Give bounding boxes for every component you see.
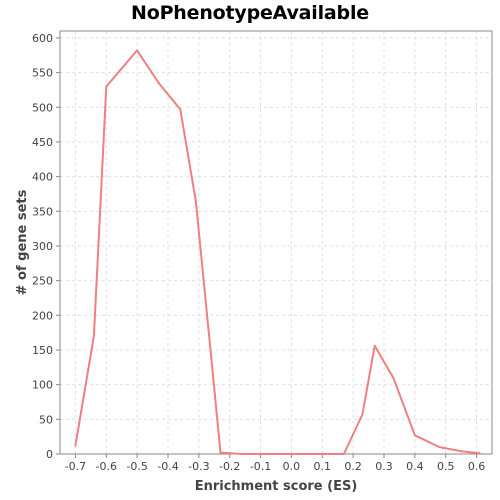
data-point: [342, 453, 345, 455]
data-point: [105, 85, 108, 88]
data-point: [219, 451, 222, 454]
data-point: [392, 376, 395, 379]
x-tick-label: 0.4: [406, 460, 424, 473]
x-tick-label: 0.5: [437, 460, 455, 473]
x-tick-label: 0.2: [344, 460, 362, 473]
chart-title: NoPhenotypeAvailable: [131, 2, 369, 24]
x-tick-label: -0.5: [126, 460, 147, 473]
y-tick-label: 350: [32, 205, 53, 218]
x-tick-label: 0.0: [283, 460, 301, 473]
y-tick-label: 400: [32, 171, 53, 184]
data-point: [136, 49, 139, 52]
data-point: [361, 413, 364, 416]
x-tick-label: -0.4: [157, 460, 178, 473]
grid-lines: [60, 31, 492, 455]
plot-area: [59, 30, 493, 455]
data-point: [241, 453, 244, 455]
y-tick-label: 600: [32, 32, 53, 45]
x-tick-label: -0.2: [219, 460, 240, 473]
data-point: [330, 453, 333, 455]
y-tick-label: 50: [39, 413, 53, 426]
x-tick-label: -0.7: [65, 460, 86, 473]
data-point: [413, 434, 416, 437]
data-point: [74, 444, 77, 447]
data-point: [157, 82, 160, 85]
data-point: [438, 446, 441, 449]
series-layer: [74, 49, 481, 455]
x-tick-label: 0.1: [314, 460, 332, 473]
x-tick-label: 0.3: [375, 460, 393, 473]
y-tick-label: 550: [32, 67, 53, 80]
y-tick-label: 150: [32, 344, 53, 357]
y-tick-label: 100: [32, 379, 53, 392]
data-point: [460, 450, 463, 453]
x-tick-label: -0.3: [188, 460, 209, 473]
y-tick-label: 200: [32, 309, 53, 322]
y-tick-label: 300: [32, 240, 53, 253]
x-tick-label: -0.1: [250, 460, 271, 473]
x-axis: -0.7 -0.6 -0.5 -0.4 -0.3 -0.2 -0.1 0.0 0.1 0.2 0.3…: [65, 454, 486, 473]
data-point: [373, 344, 376, 347]
data-point: [478, 452, 481, 455]
y-tick-label: 0: [46, 448, 53, 461]
y-tick-label: 450: [32, 136, 53, 149]
data-point: [250, 453, 253, 455]
y-axis: 0 50 100 150 200 250 300 350 400 450 500 550 600: [32, 32, 60, 461]
data-point: [194, 199, 197, 202]
x-tick-label: -0.6: [96, 460, 117, 473]
data-point: [210, 355, 213, 358]
data-point: [92, 335, 95, 338]
y-axis-title: # of gene sets: [15, 189, 30, 295]
x-tick-label: 0.6: [468, 460, 486, 473]
y-tick-label: 250: [32, 275, 53, 288]
series-line: [74, 49, 480, 455]
data-point: [179, 108, 182, 111]
y-tick-label: 500: [32, 101, 53, 114]
x-axis-title: Enrichment score (ES): [195, 479, 358, 494]
